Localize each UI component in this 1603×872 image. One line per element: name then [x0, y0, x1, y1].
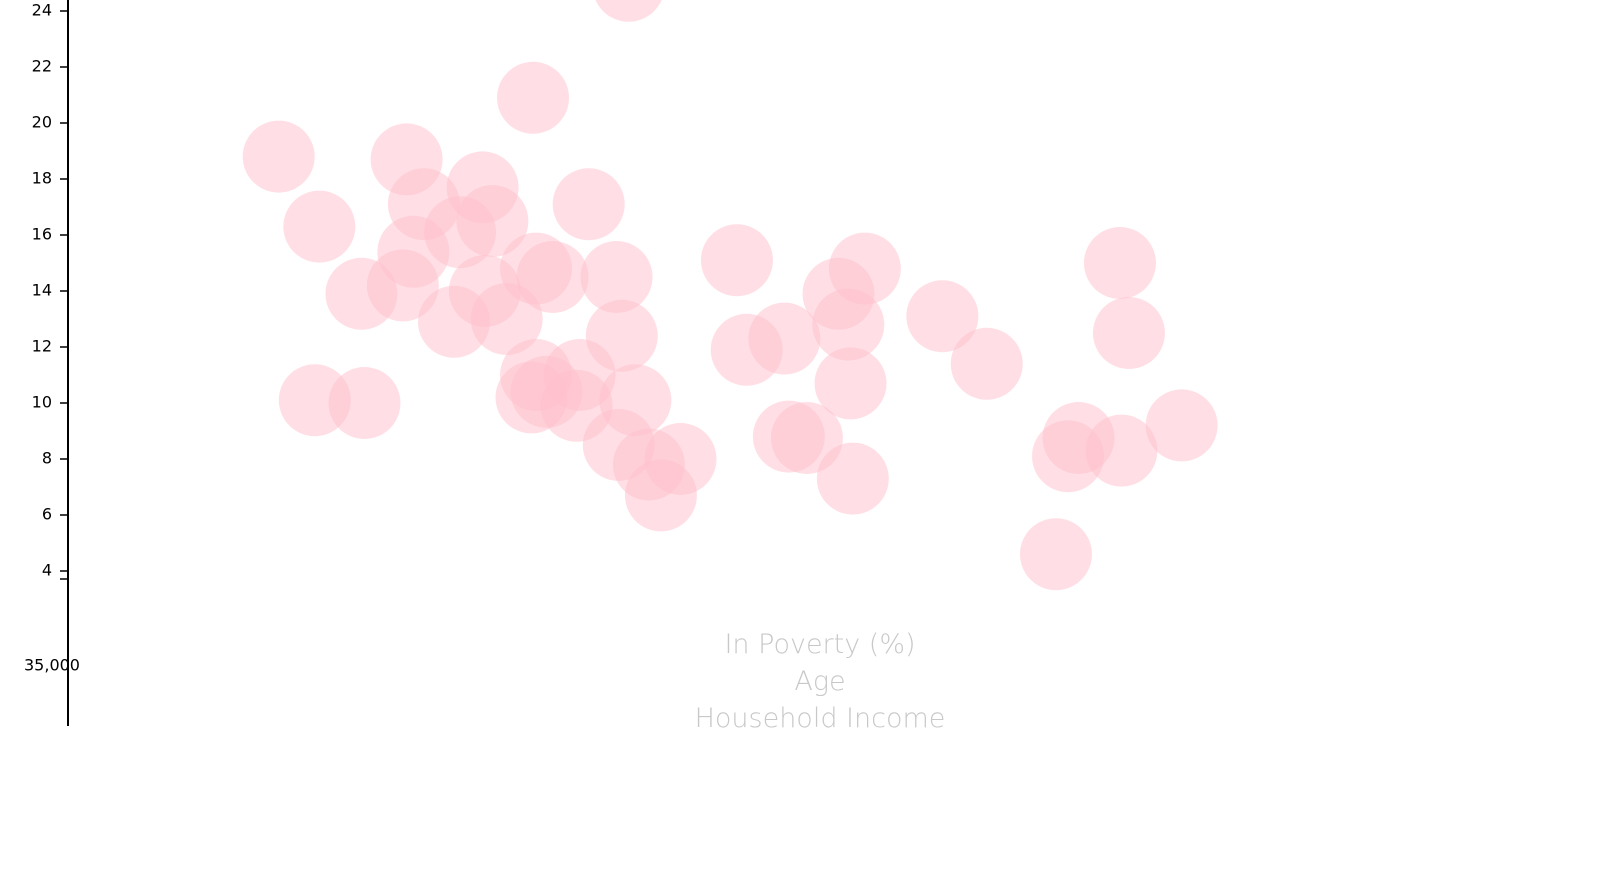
y-tick-label: 12 [32, 337, 52, 356]
data-point [283, 190, 356, 263]
y-tick-label: 22 [32, 57, 52, 76]
y-tick-label: 4 [42, 561, 52, 580]
y-tick-label: 24 [32, 1, 52, 20]
data-point [1085, 414, 1158, 487]
data-point [328, 367, 401, 439]
y-tick-label: 16 [32, 225, 52, 244]
y2-tick-label: 35,000 [24, 656, 80, 675]
data-point [595, 0, 662, 22]
data-point [1145, 389, 1218, 462]
y-tick-label: 10 [32, 393, 52, 412]
y-tick-label: 18 [32, 169, 52, 188]
data-point [497, 61, 570, 134]
data-point [814, 347, 887, 420]
y-tick-label: 6 [42, 505, 52, 524]
x-axis-title: Household Income [695, 703, 946, 734]
data-point [516, 241, 589, 313]
x-axis-title: In Poverty (%) [724, 629, 915, 660]
data-point [1032, 420, 1105, 493]
data-point [1092, 297, 1165, 369]
y-tick-label: 14 [32, 281, 52, 300]
data-point [624, 459, 697, 532]
data-point [812, 288, 885, 361]
data-point [242, 120, 315, 193]
data-point [816, 442, 889, 515]
data-point [470, 283, 543, 355]
data-point [906, 280, 979, 353]
data-point [1019, 518, 1092, 591]
data-point [1083, 227, 1156, 299]
data-point [418, 285, 491, 358]
x-axis-title: Age [794, 666, 845, 697]
data-point [580, 241, 653, 313]
data-point [366, 249, 439, 322]
y-tick-label: 8 [42, 449, 52, 468]
data-point [710, 313, 783, 386]
y-tick-label: 20 [32, 113, 52, 132]
data-point [552, 168, 625, 241]
data-point [950, 327, 1023, 400]
data-point [700, 224, 773, 297]
